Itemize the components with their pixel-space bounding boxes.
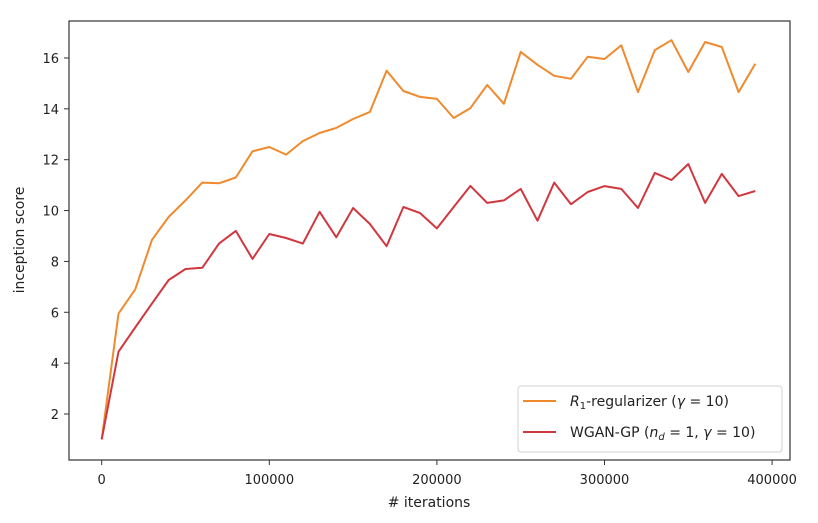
legend: R1-regularizer (γ = 10) WGAN-GP (nd = 1,… xyxy=(517,385,783,453)
y-tick-label: 12 xyxy=(42,154,59,169)
x-tick-label: 0 xyxy=(98,473,106,488)
y-tick-label: 14 xyxy=(42,103,59,118)
y-tick-label: 10 xyxy=(42,205,59,220)
x-tick-label: 200000 xyxy=(412,473,462,488)
legend-label-wgan-gp: WGAN-GP (nd = 1, γ = 10) xyxy=(570,425,755,443)
y-tick-label: 2 xyxy=(51,408,59,423)
x-axis: 0 100000 200000 300000 400000 xyxy=(98,460,797,488)
y-axis: 2 4 6 8 10 12 14 16 xyxy=(42,52,69,423)
y-tick-label: 8 xyxy=(51,255,59,270)
legend-label-r1: R1-regularizer (γ = 10) xyxy=(570,394,729,412)
x-tick-label: 300000 xyxy=(580,473,630,488)
y-tick-label: 4 xyxy=(51,357,59,372)
x-tick-label: 100000 xyxy=(244,473,294,488)
plot-area xyxy=(100,39,757,440)
plot-frame xyxy=(68,20,791,461)
x-tick-label: 400000 xyxy=(747,473,797,488)
y-tick-label: 16 xyxy=(42,52,59,67)
series-line-wgan-gp xyxy=(100,163,756,440)
y-axis-label: inception score xyxy=(12,187,28,294)
series-line-r1-regularizer xyxy=(100,39,757,440)
legend-box xyxy=(517,385,783,453)
y-tick-label: 6 xyxy=(51,306,59,321)
x-axis-label: # iterations xyxy=(388,495,471,511)
